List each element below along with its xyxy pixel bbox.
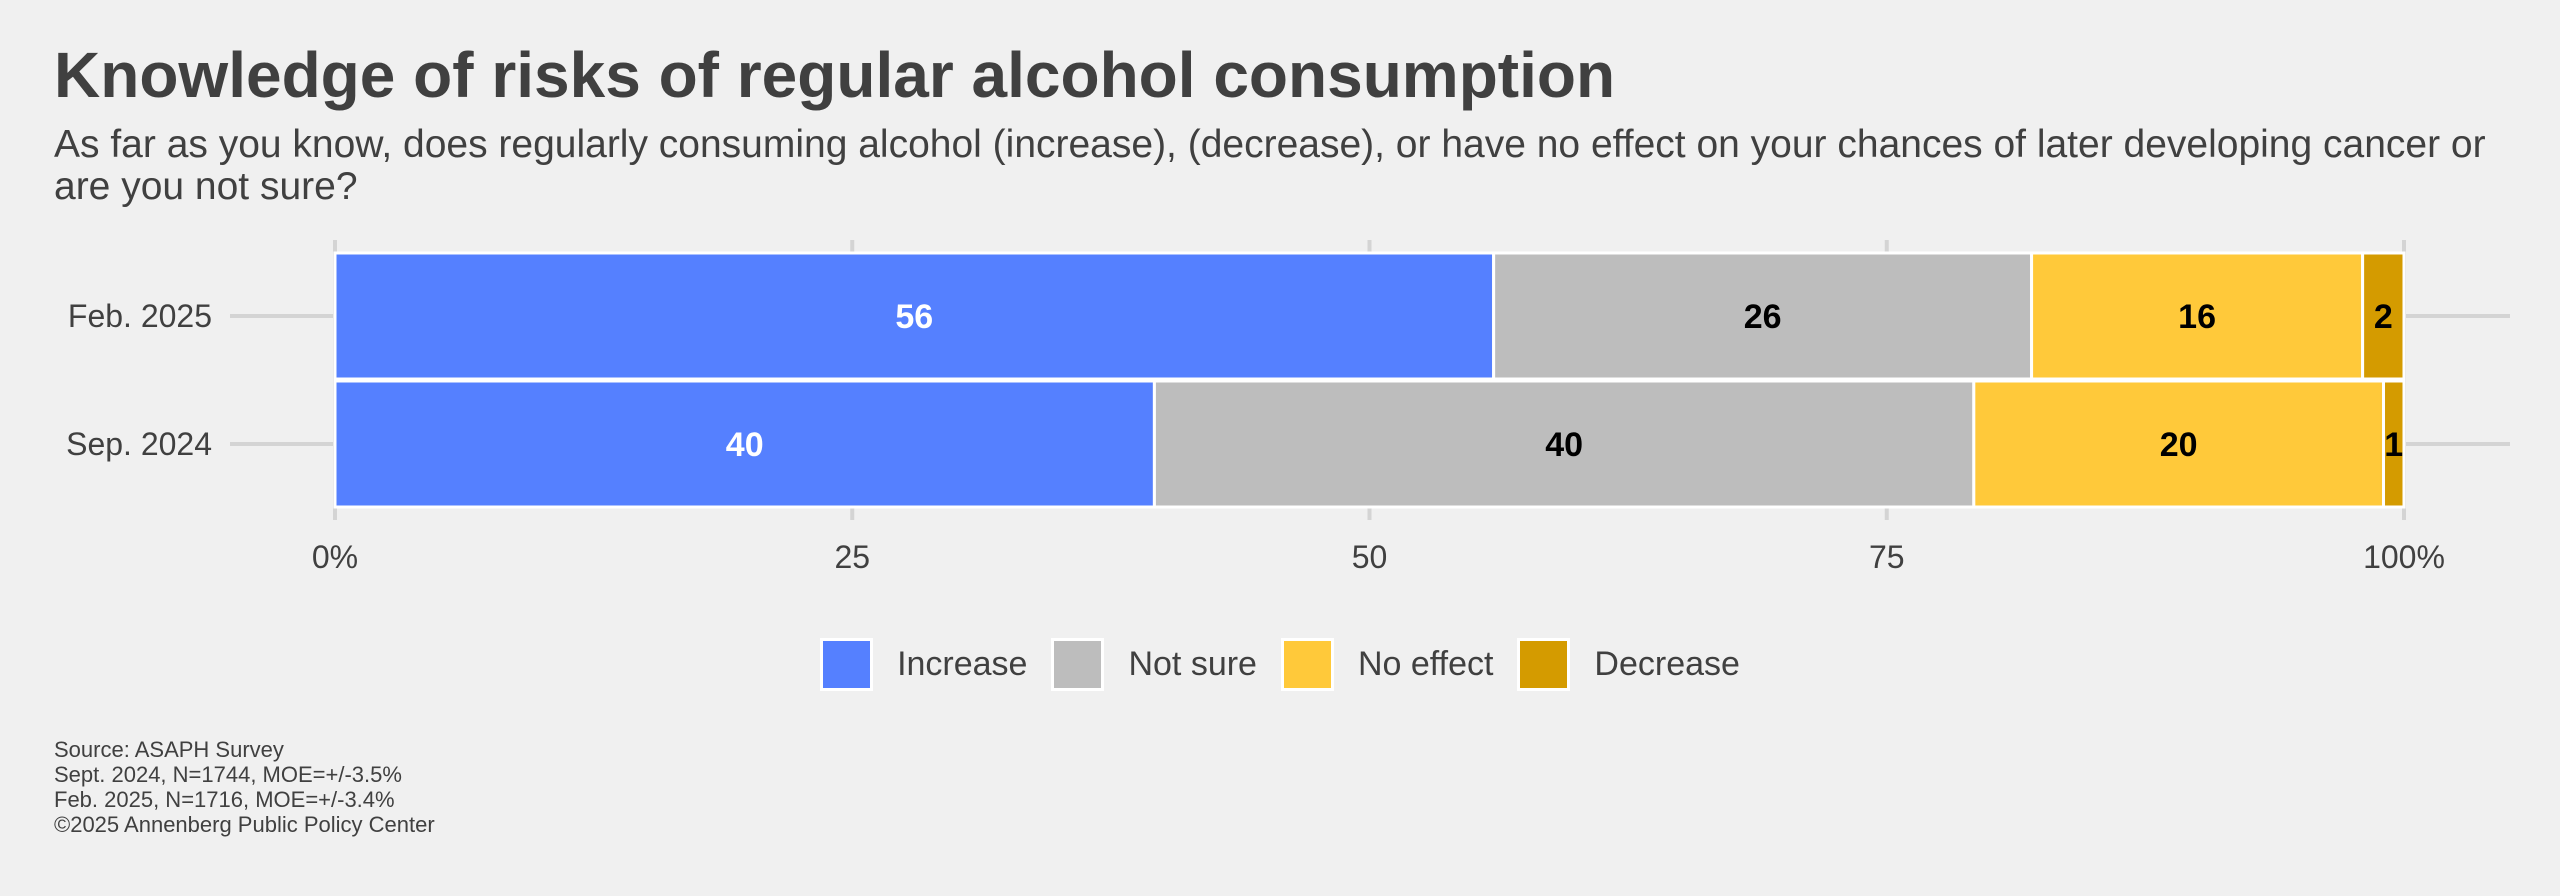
legend-label: No effect <box>1357 645 1494 683</box>
legend-swatch-decrease <box>1517 638 1571 691</box>
bar-segment-decrease <box>2361 251 2406 381</box>
legend-item-no-effect: No effect <box>1280 638 1494 691</box>
x-tick-label: 0% <box>312 539 358 575</box>
legend-label: Increase <box>897 645 1028 683</box>
footer-copyright: ©2025 Annenberg Public Policy Center <box>54 812 435 837</box>
bar-segment-increase <box>333 251 1496 381</box>
data-label: 40 <box>1545 426 1583 464</box>
data-label: 2 <box>2374 298 2393 336</box>
data-label: 20 <box>2160 426 2198 464</box>
legend-item-not-sure: Not sure <box>1051 638 1257 691</box>
legend-label: Decrease <box>1594 645 1740 683</box>
y-category-label: Feb. 2025 <box>68 298 212 334</box>
chart-subtitle: As far as you know, does regularly consu… <box>54 123 2486 208</box>
legend-swatch-no-effect <box>1280 638 1334 691</box>
bar-segment-not-sure <box>1492 251 2034 381</box>
legend-item-decrease: Decrease <box>1517 638 1740 691</box>
legend-swatch-not-sure <box>1051 638 1105 691</box>
x-tick-label: 25 <box>834 539 870 575</box>
bar-segment-not-sure <box>1152 379 1976 509</box>
data-label: 40 <box>726 426 764 464</box>
footer-sept-sample: Sept. 2024, N=1744, MOE=+/-3.5% <box>54 762 402 787</box>
x-tick-label: 75 <box>1869 539 1905 575</box>
bar-segment-increase <box>333 379 1156 509</box>
footer-source: Source: ASAPH Survey <box>54 737 284 762</box>
x-tick-label: 50 <box>1352 539 1388 575</box>
bar-segment-no-effect <box>1972 379 2386 509</box>
data-label: 26 <box>1744 298 1782 336</box>
y-category-label: Sep. 2024 <box>66 426 212 462</box>
chart-title: Knowledge of risks of regular alcohol co… <box>54 39 1616 111</box>
legend: Increase Not sure No effect Decrease <box>0 638 2560 691</box>
legend-swatch-increase <box>820 638 874 691</box>
data-label: 16 <box>2178 298 2216 336</box>
legend-label: Not sure <box>1128 645 1257 683</box>
data-label: 56 <box>895 298 933 336</box>
footer-feb-sample: Feb. 2025, N=1716, MOE=+/-3.4% <box>54 787 395 812</box>
data-label: 1 <box>2384 426 2403 464</box>
legend-item-increase: Increase <box>820 638 1027 691</box>
x-tick-label: 100% <box>2363 539 2445 575</box>
bar-segment-no-effect <box>2030 251 2365 381</box>
bar-segment-decrease <box>2382 379 2406 509</box>
footer: Source: ASAPH Survey Sept. 2024, N=1744,… <box>54 737 435 837</box>
